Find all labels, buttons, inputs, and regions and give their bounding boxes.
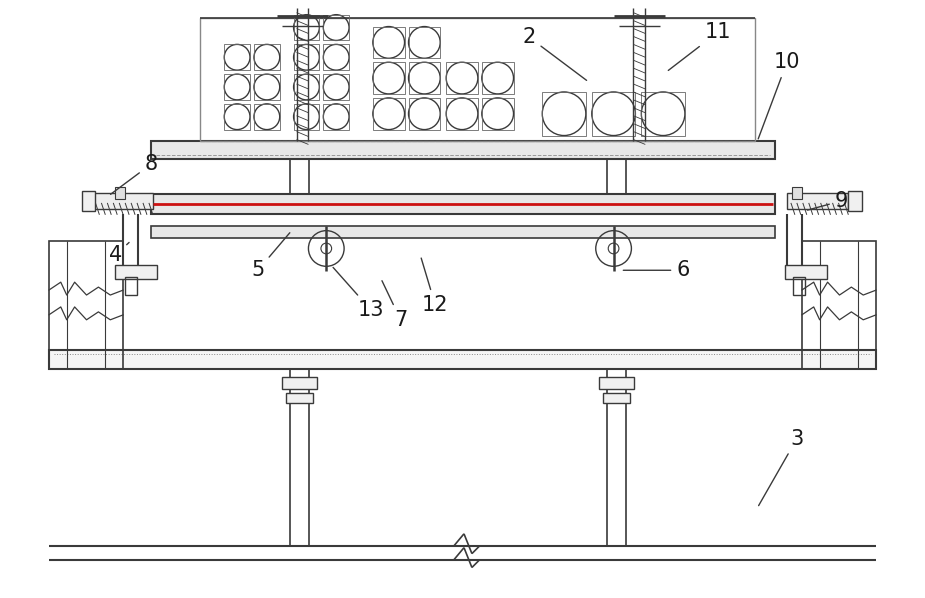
Bar xyxy=(785,266,827,279)
Bar xyxy=(254,44,279,70)
Bar xyxy=(792,187,802,199)
Bar xyxy=(224,44,250,70)
Bar xyxy=(116,266,157,279)
Bar xyxy=(151,225,775,237)
Bar xyxy=(482,62,513,94)
Bar xyxy=(224,104,250,130)
Bar xyxy=(542,92,586,136)
Text: 2: 2 xyxy=(523,28,586,80)
Bar xyxy=(81,191,95,211)
Bar xyxy=(151,194,775,214)
Bar xyxy=(802,240,876,370)
Bar xyxy=(324,44,349,70)
Bar xyxy=(641,92,684,136)
Bar xyxy=(373,62,404,94)
Bar xyxy=(446,98,478,130)
Bar xyxy=(324,74,349,100)
Bar xyxy=(446,62,478,94)
Text: 8: 8 xyxy=(111,154,157,194)
Bar xyxy=(409,26,440,58)
Bar xyxy=(49,349,876,370)
Text: 12: 12 xyxy=(421,258,449,315)
Text: 6: 6 xyxy=(623,260,690,280)
Bar xyxy=(293,44,319,70)
Bar xyxy=(793,277,805,295)
Text: 13: 13 xyxy=(333,267,384,320)
Bar xyxy=(293,15,319,41)
Bar xyxy=(293,74,319,100)
Bar xyxy=(286,393,314,403)
Bar xyxy=(224,74,250,100)
Bar xyxy=(373,98,404,130)
Text: 7: 7 xyxy=(382,280,407,330)
Bar xyxy=(787,193,848,209)
Bar xyxy=(151,142,775,159)
Bar xyxy=(201,17,755,142)
Bar xyxy=(373,26,404,58)
Bar xyxy=(409,98,440,130)
Bar xyxy=(603,393,631,403)
Text: 5: 5 xyxy=(252,233,290,280)
Bar xyxy=(324,104,349,130)
Bar xyxy=(49,240,123,370)
Bar xyxy=(598,377,635,389)
Text: 11: 11 xyxy=(668,23,731,71)
Bar xyxy=(592,92,635,136)
Bar xyxy=(125,277,137,295)
Bar xyxy=(254,104,279,130)
Bar xyxy=(116,187,125,199)
Text: 4: 4 xyxy=(108,242,130,266)
Bar xyxy=(293,104,319,130)
Bar xyxy=(92,193,153,209)
Text: 10: 10 xyxy=(758,52,800,139)
Bar xyxy=(848,191,862,211)
Text: 9: 9 xyxy=(808,191,848,211)
Bar xyxy=(282,377,317,389)
Text: 3: 3 xyxy=(758,429,804,506)
Bar xyxy=(409,62,440,94)
Bar xyxy=(482,98,513,130)
Bar xyxy=(254,74,279,100)
Bar xyxy=(324,15,349,41)
